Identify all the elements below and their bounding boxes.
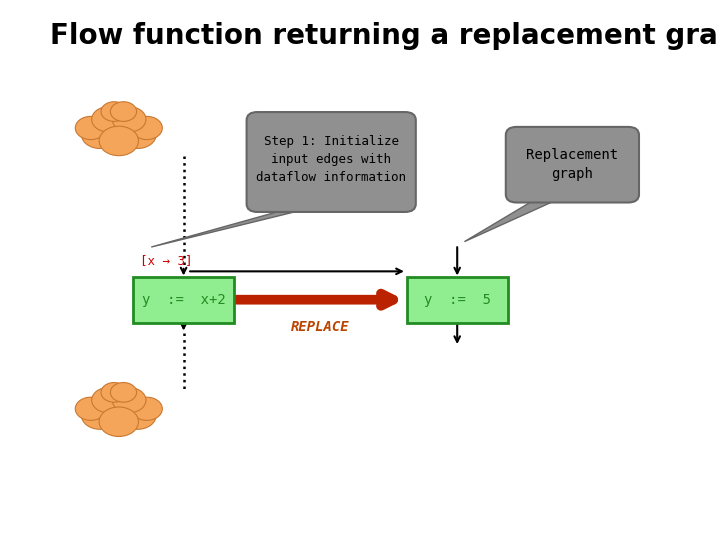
Circle shape — [99, 407, 138, 436]
FancyBboxPatch shape — [505, 127, 639, 202]
Circle shape — [91, 107, 125, 132]
Circle shape — [112, 107, 146, 132]
Circle shape — [119, 401, 156, 429]
Circle shape — [112, 388, 146, 413]
Text: Step 1: Initialize
input edges with
dataflow information: Step 1: Initialize input edges with data… — [256, 135, 406, 184]
Circle shape — [76, 397, 106, 420]
FancyBboxPatch shape — [246, 112, 416, 212]
FancyBboxPatch shape — [407, 276, 508, 322]
Circle shape — [76, 117, 106, 139]
Circle shape — [91, 388, 125, 413]
Circle shape — [132, 117, 162, 139]
Text: y  :=  x+2: y := x+2 — [142, 293, 225, 307]
Circle shape — [95, 115, 143, 150]
Circle shape — [110, 382, 137, 402]
Polygon shape — [464, 194, 569, 241]
Text: Flow function returning a replacement graph: Flow function returning a replacement gr… — [50, 22, 720, 50]
Circle shape — [110, 102, 137, 122]
Circle shape — [95, 395, 143, 431]
Text: REPLACE: REPLACE — [291, 320, 350, 334]
FancyBboxPatch shape — [133, 276, 234, 322]
Polygon shape — [151, 204, 328, 247]
Circle shape — [101, 102, 127, 122]
Circle shape — [132, 397, 162, 420]
Circle shape — [81, 120, 119, 148]
Circle shape — [81, 401, 119, 429]
Text: y  :=  5: y := 5 — [423, 293, 491, 307]
Circle shape — [101, 382, 127, 402]
Circle shape — [119, 120, 156, 148]
Text: Replacement
graph: Replacement graph — [526, 148, 618, 181]
Text: [x → 3]: [x → 3] — [140, 254, 193, 267]
Circle shape — [99, 126, 138, 156]
